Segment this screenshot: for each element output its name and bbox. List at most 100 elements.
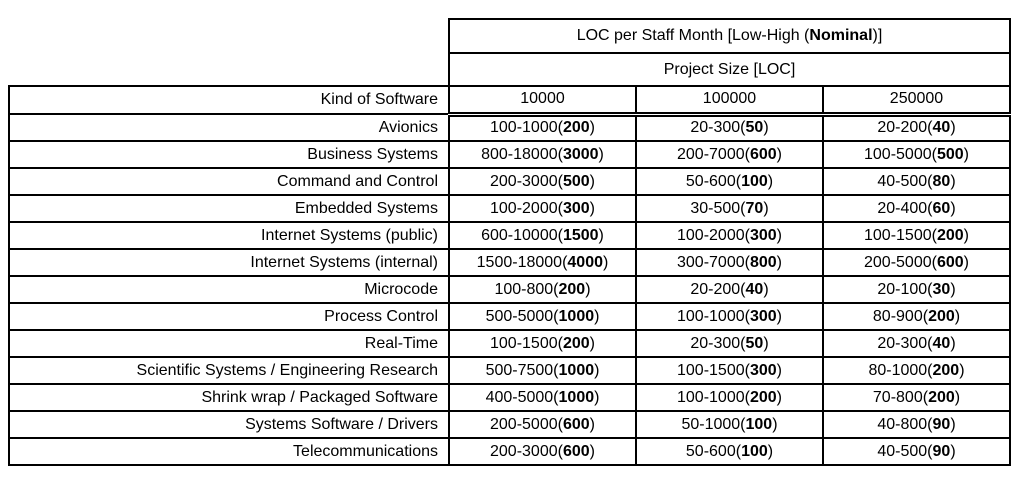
nominal-value: 1000 (558, 361, 595, 379)
loc-value-cell: 20-300(50) (635, 329, 824, 358)
loc-value-cell: 50-600(100) (635, 437, 824, 466)
kind-of-software-cell: Shrink wrap / Packaged Software (8, 383, 450, 412)
loc-value-cell: 200-5000(600) (822, 248, 1011, 277)
table-subtitle-row: Project Size [LOC] (9, 52, 1011, 87)
table-row: Internet Systems (public) 600-10000(1500)… (8, 221, 1011, 250)
table-row: Microcode 100-800(200) 20-200(40) 20-100(30… (8, 275, 1011, 304)
table-body: Avionics 100-1000(200) 20-300(50) 20-200(40… (8, 113, 1011, 466)
nominal-value: 200 (558, 280, 586, 298)
loc-value-cell: 100-5000(500) (822, 140, 1011, 169)
loc-value-cell: 200-3000(500) (448, 167, 637, 196)
loc-value-cell: 100-1000(200) (635, 383, 824, 412)
loc-value-cell: 800-18000(3000) (448, 140, 637, 169)
loc-value-cell: 70-800(200) (822, 383, 1011, 412)
loc-value-cell: 100-1500(200) (448, 329, 637, 358)
loc-value-cell: 1500-18000(4000) (448, 248, 637, 277)
nominal-value: 300 (749, 307, 777, 325)
loc-value-cell: 100-1000(200) (448, 113, 637, 142)
loc-value-cell: 100-2000(300) (635, 221, 824, 250)
loc-value-cell: 500-5000(1000) (448, 302, 637, 331)
loc-value-cell: 100-2000(300) (448, 194, 637, 223)
loc-value-cell: 20-300(40) (822, 329, 1011, 358)
nominal-value: 40 (932, 334, 951, 352)
nominal-value: 100 (741, 172, 768, 190)
loc-value-cell: 100-800(200) (448, 275, 637, 304)
loc-value-cell: 100-1500(300) (635, 356, 824, 385)
nominal-value: 90 (932, 442, 951, 460)
loc-value-cell: 20-200(40) (635, 275, 824, 304)
loc-value-cell: 40-500(80) (822, 167, 1011, 196)
table-row: Process Control 500-5000(1000) 100-1000(30… (8, 302, 1011, 331)
kind-of-software-cell: Systems Software / Drivers (8, 410, 450, 439)
nominal-value: 800 (749, 253, 777, 271)
loc-value-cell: 20-100(30) (822, 275, 1011, 304)
table-row: Business Systems 800-18000(3000) 200-7000(… (8, 140, 1011, 169)
loc-value-cell: 40-500(90) (822, 437, 1011, 466)
nominal-value: 70 (745, 199, 764, 217)
nominal-value: 80 (932, 172, 951, 190)
nominal-value: 60 (932, 199, 951, 217)
loc-value-cell: 600-10000(1500) (448, 221, 637, 250)
loc-value-cell: 100-1000(300) (635, 302, 824, 331)
nominal-value: 1500 (562, 226, 599, 244)
nominal-value: 500 (562, 172, 590, 190)
kind-of-software-cell: Business Systems (8, 140, 450, 169)
nominal-value: 200 (932, 361, 960, 379)
kind-of-software-cell: Real-Time (8, 329, 450, 358)
kind-of-software-cell: Internet Systems (public) (8, 221, 450, 250)
blank-corner-cell (9, 19, 449, 53)
loc-productivity-table: LOC per Staff Month [Low-High (Nominal)]… (8, 18, 1011, 466)
table-row: Avionics 100-1000(200) 20-300(50) 20-200(40… (8, 113, 1011, 142)
table-row: Scientific Systems / Engineering Researc… (8, 356, 1011, 385)
kind-of-software-header: Kind of Software (8, 85, 450, 115)
table-title-nominal: Nominal (809, 27, 873, 44)
kind-of-software-cell: Internet Systems (internal) (8, 248, 450, 277)
table-title: LOC per Staff Month [Low-High (Nominal)] (448, 18, 1011, 54)
loc-value-cell: 50-1000(100) (635, 410, 824, 439)
loc-value-cell: 80-1000(200) (822, 356, 1011, 385)
nominal-value: 100 (745, 415, 773, 433)
nominal-value: 40 (932, 119, 951, 137)
table-row: Real-Time 100-1500(200) 20-300(50) 20-300(4… (8, 329, 1011, 358)
loc-productivity-table-container: LOC per Staff Month [Low-High (Nominal)]… (8, 18, 1011, 466)
nominal-value: 600 (562, 415, 590, 433)
nominal-value: 200 (928, 307, 955, 325)
nominal-value: 200 (562, 334, 590, 352)
table-row: Command and Control 200-3000(500) 50-600(1… (8, 167, 1011, 196)
nominal-value: 200 (749, 388, 777, 406)
loc-value-cell: 20-200(40) (822, 113, 1011, 142)
loc-value-cell: 50-600(100) (635, 167, 824, 196)
nominal-value: 200 (936, 226, 964, 244)
nominal-value: 200 (562, 119, 590, 137)
loc-value-cell: 20-400(60) (822, 194, 1011, 223)
table-row: Embedded Systems 100-2000(300) 30-500(70) 2… (8, 194, 1011, 223)
table-row: Shrink wrap / Packaged Software 400-5000(… (8, 383, 1011, 412)
table-title-suffix: )] (872, 27, 883, 44)
loc-value-cell: 200-5000(600) (448, 410, 637, 439)
nominal-value: 90 (932, 415, 951, 433)
table-row: Internet Systems (internal) 1500-18000(40… (8, 248, 1011, 277)
table-title-prefix: LOC per Staff Month [Low-High ( (576, 27, 810, 44)
loc-value-cell: 500-7500(1000) (448, 356, 637, 385)
loc-value-cell: 400-5000(1000) (448, 383, 637, 412)
nominal-value: 1000 (558, 307, 595, 325)
size-header-10000: 10000 (448, 85, 637, 117)
nominal-value: 40 (745, 280, 764, 298)
loc-value-cell: 200-7000(600) (635, 140, 824, 169)
loc-value-cell: 40-800(90) (822, 410, 1011, 439)
table-row: Telecommunications 200-3000(600) 50-600(10… (8, 437, 1011, 466)
nominal-value: 50 (745, 119, 764, 137)
nominal-value: 300 (749, 226, 777, 244)
nominal-value: 100 (741, 442, 768, 460)
column-header-row: Kind of Software 10000 100000 250000 (8, 85, 1011, 117)
nominal-value: 4000 (567, 253, 603, 271)
nominal-value: 300 (562, 199, 590, 217)
loc-value-cell: 100-1500(200) (822, 221, 1011, 250)
nominal-value: 300 (749, 361, 777, 379)
table-row: Systems Software / Drivers 200-5000(600) 5… (8, 410, 1011, 439)
kind-of-software-cell: Scientific Systems / Engineering Researc… (8, 356, 450, 385)
size-header-100000: 100000 (635, 85, 824, 117)
nominal-value: 600 (936, 253, 964, 271)
nominal-value: 500 (936, 145, 964, 163)
kind-of-software-cell: Command and Control (8, 167, 450, 196)
